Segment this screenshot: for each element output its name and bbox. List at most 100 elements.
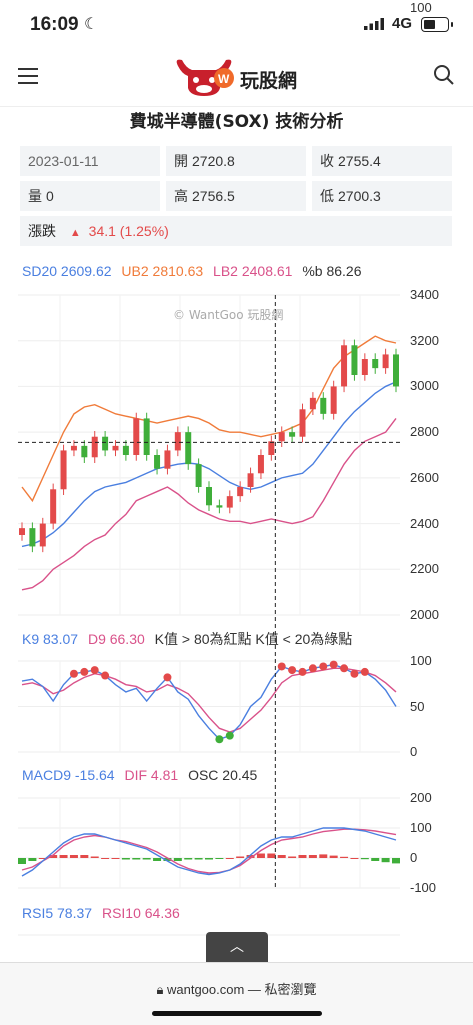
chevron-up-icon: ︿ — [230, 939, 244, 955]
k-overbought-dot — [350, 669, 359, 678]
osc-bar — [236, 856, 245, 858]
osc-bar — [90, 856, 99, 858]
osc-bar — [28, 858, 37, 861]
osc-bar — [132, 858, 141, 860]
candle-body — [143, 418, 150, 455]
osc-bar — [308, 855, 317, 858]
price-axis-tick: 2600 — [410, 469, 439, 485]
osc-bar — [256, 853, 265, 858]
status-time: 16:09 — [30, 14, 79, 35]
k-overbought-dot — [277, 662, 286, 671]
price-axis-tick: 2800 — [410, 424, 439, 440]
osc-bar — [205, 858, 213, 860]
ub2-line — [21, 335, 397, 503]
candle-body — [382, 354, 389, 369]
k-oversold-dot — [215, 735, 224, 744]
search-icon[interactable] — [433, 64, 455, 86]
url-text: wantgoo.com — 私密瀏覽 — [166, 982, 317, 997]
candle-body — [102, 436, 109, 451]
candle-body — [257, 455, 264, 474]
candle-body — [112, 445, 119, 451]
network-label: 4G — [392, 15, 413, 32]
osc-bar — [38, 858, 47, 859]
osc-bar — [298, 855, 307, 858]
k-overbought-dot — [360, 667, 369, 676]
kd-axis-tick: 50 — [410, 698, 425, 714]
candle-body — [341, 345, 348, 387]
candle-body — [50, 489, 57, 524]
close-value: 2755.4 — [338, 153, 381, 169]
dif-line — [21, 828, 397, 874]
kd-axis-tick: 100 — [410, 653, 432, 668]
change-label: 漲跌 — [28, 223, 56, 239]
osc-bar — [121, 858, 130, 860]
candle-body — [206, 487, 212, 506]
osc-bar — [49, 855, 58, 858]
open-label: 開 — [174, 153, 188, 169]
low-value: 2700.3 — [338, 188, 381, 204]
lock-icon: 🔒︎ — [156, 982, 167, 997]
candle-body — [174, 432, 181, 451]
moon-icon: ☾ — [84, 14, 99, 33]
svg-text:W: W — [218, 72, 230, 86]
osc-bar — [360, 858, 369, 860]
price-axis-tick: 3400 — [410, 287, 439, 302]
technical-charts[interactable] — [0, 0, 473, 960]
candle-body — [39, 523, 46, 547]
k9-legend: K9 83.07 — [22, 631, 79, 647]
osc-bar — [319, 854, 328, 858]
osc-bar — [194, 858, 203, 860]
volume-value: 0 — [46, 188, 54, 204]
candle-body — [81, 445, 88, 458]
candle-body — [60, 450, 67, 490]
date-value: 2023-01-11 — [28, 153, 99, 169]
watermark: © WantGoo 玩股網 — [173, 308, 284, 322]
price-legend: SD20 2609.62 UB2 2810.63 LB2 2408.61 %b … — [22, 263, 368, 279]
candle-body — [237, 487, 244, 497]
ub2-legend: UB2 2810.63 — [121, 263, 204, 279]
osc-bar — [173, 858, 182, 861]
candle-body — [226, 496, 233, 508]
site-logo[interactable]: W 玩股網 — [172, 56, 302, 100]
low-label: 低 — [320, 188, 334, 204]
up-triangle-icon: ▲ — [69, 227, 81, 239]
candle-body — [393, 354, 399, 387]
osc-bar — [350, 858, 359, 859]
candle-body — [91, 436, 98, 458]
quote-open: 開 2720.8 — [166, 146, 306, 176]
osc-bar — [184, 858, 193, 860]
k-oversold-dot — [225, 731, 234, 740]
quote-close: 收 2755.4 — [312, 146, 452, 176]
macd-axis-tick: -100 — [410, 880, 437, 895]
candle-body — [185, 432, 192, 465]
k-overbought-dot — [308, 664, 317, 673]
osc-bar — [142, 858, 151, 860]
price-axis-tick: 3000 — [410, 378, 439, 394]
candle-body — [154, 455, 161, 469]
osc-bar — [163, 858, 172, 861]
url-bar[interactable]: 🔒︎ wantgoo.com — 私密瀏覽 — [0, 979, 473, 998]
osc-bar — [225, 858, 234, 859]
osc-bar — [101, 858, 110, 859]
k-overbought-dot — [90, 666, 99, 675]
candle-body — [309, 397, 316, 410]
d9-line — [21, 667, 397, 733]
candle-body — [164, 450, 171, 469]
high-value: 2756.5 — [192, 188, 235, 204]
osc-bar — [329, 855, 338, 858]
menu-icon[interactable] — [18, 68, 38, 89]
candle-body — [247, 473, 254, 487]
candle-body — [195, 464, 202, 487]
macd9-line — [21, 827, 397, 877]
osc-bar — [111, 858, 120, 859]
kd-legend: K9 83.07 D9 66.30 K值 > 80為紅點 K值 < 20為綠點 — [22, 629, 358, 649]
k-overbought-dot — [163, 673, 172, 682]
kd-note: K值 > 80為紅點 K值 < 20為綠點 — [154, 631, 353, 647]
candle-body — [361, 359, 368, 375]
osc-legend: OSC 20.45 — [188, 767, 258, 783]
k-overbought-dot — [288, 666, 297, 675]
scroll-top-button[interactable]: ︿ — [206, 932, 268, 962]
bull-logo-icon: W — [176, 59, 234, 96]
quote-date: 2023-01-11 — [20, 146, 160, 176]
osc-bar — [392, 858, 400, 864]
